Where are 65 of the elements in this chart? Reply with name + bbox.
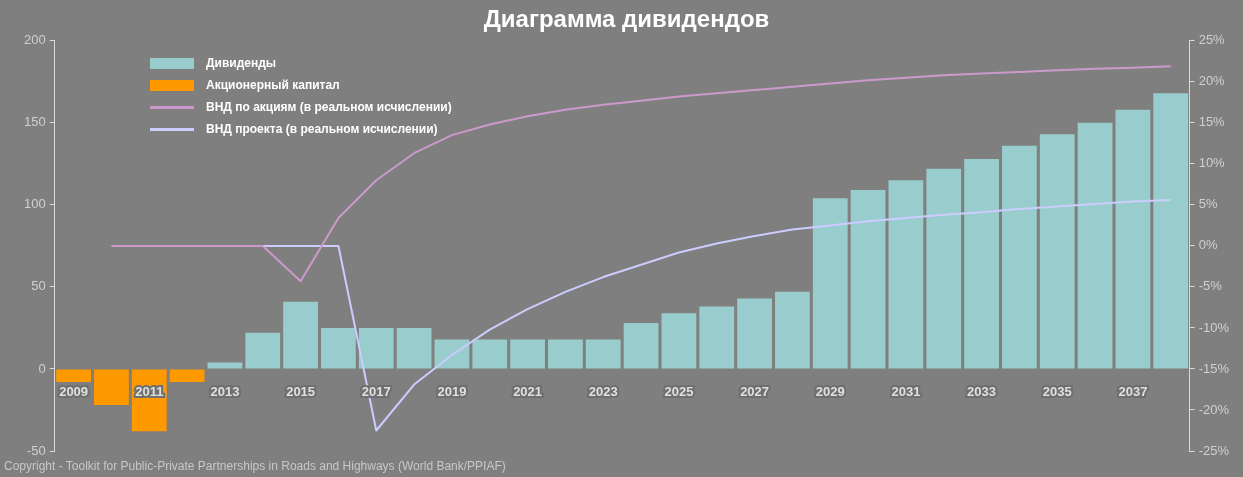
x-tick-label: 2027	[740, 384, 770, 400]
bar	[623, 323, 659, 369]
x-tick-label: 2021	[513, 384, 543, 400]
bar	[926, 168, 962, 369]
bar	[472, 339, 508, 369]
bar	[169, 369, 205, 383]
x-tick-label: 2015	[286, 384, 316, 400]
y2-tick-label: -5%	[1198, 278, 1223, 294]
bar	[812, 198, 848, 369]
y2-tick-label: 25%	[1198, 32, 1226, 48]
bar	[1002, 145, 1037, 369]
bar	[510, 339, 545, 369]
bar	[56, 369, 92, 383]
legend-label: ВНД проекта (в реальном исчислении)	[206, 122, 438, 136]
y2-tick-label: 0%	[1198, 237, 1218, 253]
bar	[283, 301, 318, 369]
bar	[1153, 93, 1189, 369]
x-tick-label: 2011	[135, 384, 164, 400]
bar	[548, 339, 583, 369]
bar	[1039, 134, 1075, 369]
y2-tick-label: -25%	[1198, 442, 1230, 458]
bar	[661, 313, 697, 369]
bar	[396, 327, 432, 369]
legend-label: Дивиденды	[206, 56, 277, 70]
bar	[358, 327, 394, 369]
bar	[321, 327, 356, 369]
x-tick-label: 2019	[437, 384, 467, 400]
y2-tick-label: -15%	[1198, 360, 1230, 376]
text: Copyright - Toolkit for Public-Private Partnerships in Roads and Highways (World Bank/PPIAF)	[4, 459, 506, 473]
bar	[964, 158, 999, 369]
bar	[775, 291, 810, 369]
y-tick-label: 150	[23, 114, 46, 130]
y2-tick-label: 20%	[1198, 73, 1226, 89]
x-tick-label: 2029	[815, 384, 845, 400]
y-tick-label: 0	[38, 360, 46, 376]
bar	[1077, 122, 1113, 369]
y2-tick-label: -10%	[1198, 319, 1230, 335]
x-tick-label: 2023	[588, 384, 618, 400]
bar	[245, 332, 281, 369]
y2-tick-label: -20%	[1198, 401, 1230, 417]
bar	[207, 362, 243, 369]
y-tick-label: 100	[23, 196, 46, 212]
y2-tick-label: 5%	[1198, 196, 1218, 212]
bar	[850, 190, 886, 369]
bar	[585, 339, 621, 369]
x-tick-label: 2033	[967, 384, 997, 400]
y2-tick-label: 10%	[1198, 155, 1226, 171]
y-tick-label: 50	[31, 278, 46, 294]
legend-label: Акционерный капитал	[206, 78, 340, 92]
x-tick-label: 2013	[210, 384, 240, 400]
bar	[699, 306, 735, 369]
y-tick-label: -50	[26, 442, 46, 458]
bar	[737, 298, 772, 369]
legend-label: ВНД по акциям (в реальном исчислении)	[206, 100, 452, 114]
x-tick-label: 2037	[1118, 384, 1148, 400]
x-tick-label: 2035	[1042, 384, 1072, 400]
x-tick-label: 2025	[664, 384, 694, 400]
bar	[1115, 109, 1151, 369]
bar	[888, 180, 924, 369]
y-tick-label: 200	[23, 32, 46, 48]
chart-title: Диаграмма дивидендов	[483, 5, 770, 33]
bar	[94, 369, 129, 406]
x-tick-label: 2031	[891, 384, 921, 400]
x-tick-label: 2009	[59, 384, 89, 400]
y2-tick-label: 15%	[1198, 114, 1226, 130]
